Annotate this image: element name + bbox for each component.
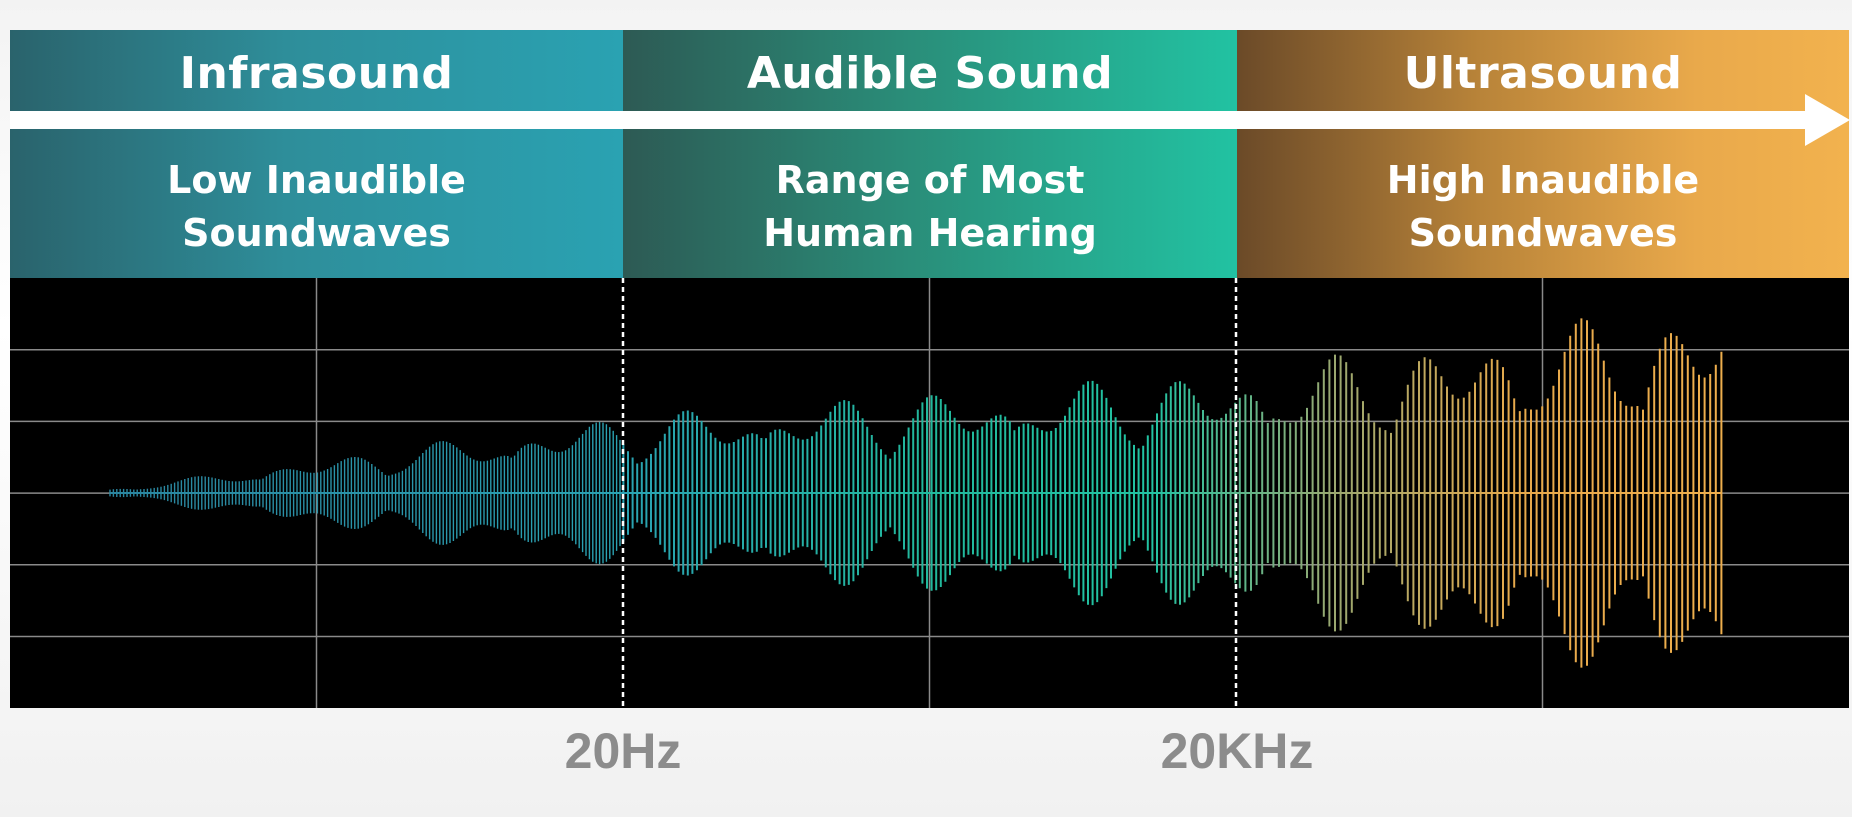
ultrasound-description-line-1: High Inaudible	[1386, 158, 1700, 202]
label-20khz: 20KHz	[1160, 723, 1314, 779]
ultrasound-title: Ultrasound	[1403, 48, 1683, 99]
arrow-shaft	[10, 111, 1805, 129]
ultrasound-band: Ultrasound High Inaudible Soundwaves	[1237, 30, 1849, 278]
infrasound-description-line-1: Low Inaudible	[167, 158, 466, 202]
arrow-head-icon	[1805, 94, 1850, 146]
infrasound-band: Infrasound Low Inaudible Soundwaves	[10, 30, 623, 278]
audible-sound-band: Audible Sound Range of Most Human Hearin…	[623, 30, 1237, 278]
soundwave	[109, 318, 1723, 668]
audible-sound-title: Audible Sound	[746, 48, 1114, 99]
label-20hz: 20Hz	[564, 723, 682, 779]
audible-sound-description: Range of Most Human Hearing	[623, 154, 1237, 260]
audible-sound-description-line-2: Human Hearing	[763, 211, 1097, 255]
audible-sound-description-line-1: Range of Most	[775, 158, 1085, 202]
infrasound-title: Infrasound	[179, 48, 454, 99]
frequency-arrow	[10, 94, 1850, 146]
waveform-plot	[10, 278, 1849, 708]
infrasound-description-line-2: Soundwaves	[182, 211, 451, 255]
ultrasound-description: High Inaudible Soundwaves	[1237, 154, 1849, 260]
infrasound-description: Low Inaudible Soundwaves	[10, 154, 623, 260]
ultrasound-description-line-2: Soundwaves	[1408, 211, 1678, 255]
